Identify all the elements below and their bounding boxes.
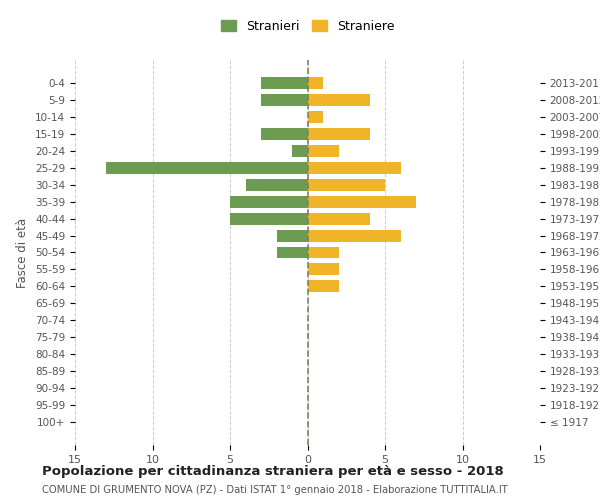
Text: COMUNE DI GRUMENTO NOVA (PZ) - Dati ISTAT 1° gennaio 2018 - Elaborazione TUTTITA: COMUNE DI GRUMENTO NOVA (PZ) - Dati ISTA… bbox=[42, 485, 508, 495]
Bar bbox=[308, 246, 338, 258]
Bar bbox=[308, 145, 338, 157]
Bar bbox=[308, 264, 338, 276]
Bar bbox=[292, 145, 308, 157]
Bar bbox=[308, 179, 385, 191]
Bar bbox=[277, 230, 308, 241]
Bar bbox=[308, 78, 323, 90]
Bar bbox=[230, 196, 308, 207]
Bar bbox=[308, 196, 416, 207]
Bar bbox=[230, 213, 308, 224]
Bar bbox=[308, 94, 370, 106]
Bar bbox=[308, 162, 401, 174]
Bar bbox=[308, 128, 370, 140]
Bar bbox=[106, 162, 308, 174]
Y-axis label: Fasce di età: Fasce di età bbox=[16, 218, 29, 288]
Bar bbox=[308, 280, 338, 292]
Text: Popolazione per cittadinanza straniera per età e sesso - 2018: Popolazione per cittadinanza straniera p… bbox=[42, 465, 504, 478]
Bar bbox=[308, 213, 370, 224]
Bar bbox=[245, 179, 308, 191]
Bar bbox=[308, 230, 401, 241]
Legend: Stranieri, Straniere: Stranieri, Straniere bbox=[217, 16, 398, 36]
Bar bbox=[277, 246, 308, 258]
Bar bbox=[261, 94, 308, 106]
Bar bbox=[308, 112, 323, 123]
Bar bbox=[261, 128, 308, 140]
Bar bbox=[261, 78, 308, 90]
